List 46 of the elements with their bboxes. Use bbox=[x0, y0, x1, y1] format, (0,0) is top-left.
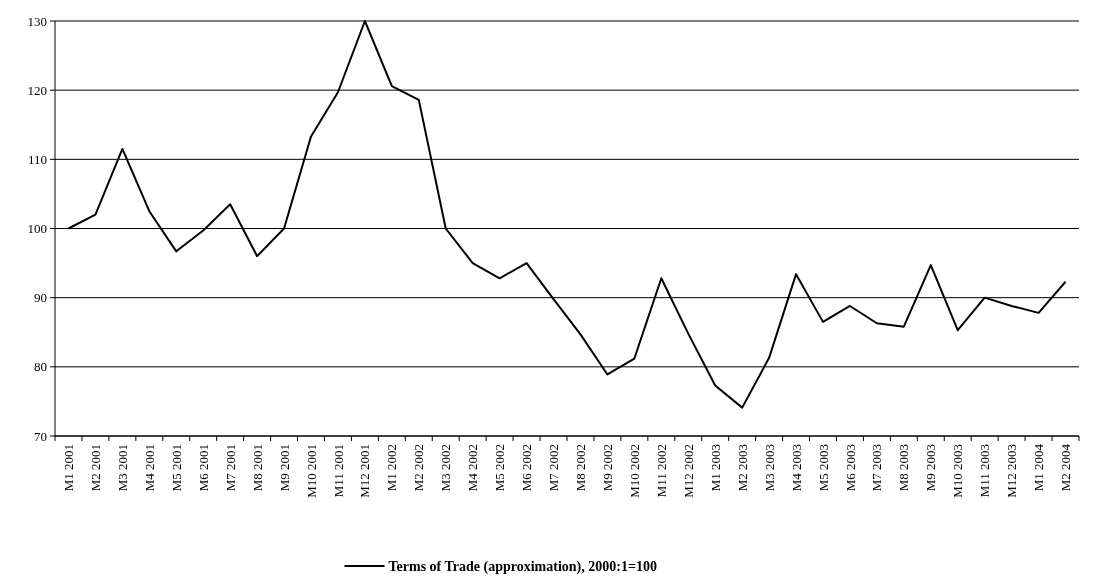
x-tick-label: M3 2001 bbox=[114, 444, 130, 492]
y-tick-label: 110 bbox=[27, 151, 47, 167]
x-tick-label: M4 2001 bbox=[141, 444, 157, 492]
x-tick-label: M10 2002 bbox=[626, 444, 642, 498]
x-tick-label: M5 2002 bbox=[492, 444, 508, 492]
y-tick-label: 70 bbox=[34, 428, 47, 444]
x-tick-label: M12 2002 bbox=[680, 444, 696, 498]
y-tick-label: 80 bbox=[34, 359, 47, 375]
x-tick-label: M5 2001 bbox=[168, 444, 184, 492]
x-tick-label: M8 2001 bbox=[249, 444, 265, 492]
x-tick-label: M7 2001 bbox=[222, 444, 238, 492]
x-tick-label: M1 2002 bbox=[384, 444, 400, 492]
x-tick-label: M8 2002 bbox=[573, 444, 589, 492]
x-tick-label: M1 2001 bbox=[61, 444, 77, 492]
x-tick-label: M2 2001 bbox=[87, 444, 103, 492]
x-tick-label: M1 2003 bbox=[707, 444, 723, 492]
x-tick-label: M2 2004 bbox=[1058, 443, 1074, 492]
legend-label: Terms of Trade (approximation), 2000:1=100 bbox=[388, 559, 657, 575]
x-tick-label: M9 2003 bbox=[923, 444, 939, 492]
y-tick-label: 100 bbox=[27, 221, 47, 237]
x-tick-label: M8 2003 bbox=[896, 444, 912, 492]
x-tick-label: M3 2002 bbox=[438, 444, 454, 492]
x-tick-label: M9 2001 bbox=[276, 444, 292, 492]
x-tick-label: M7 2002 bbox=[546, 444, 562, 492]
x-tick-label: M9 2002 bbox=[599, 444, 615, 492]
x-tick-label: M1 2004 bbox=[1031, 443, 1047, 492]
y-tick-label: 130 bbox=[27, 13, 47, 29]
y-tick-label: 90 bbox=[34, 290, 47, 306]
x-tick-label: M6 2002 bbox=[519, 444, 535, 492]
x-tick-label: M2 2002 bbox=[411, 444, 427, 492]
x-tick-label: M6 2003 bbox=[842, 444, 858, 492]
x-tick-label: M12 2003 bbox=[1004, 444, 1020, 498]
x-tick-label: M6 2001 bbox=[195, 444, 211, 492]
x-tick-label: M7 2003 bbox=[869, 444, 885, 492]
x-tick-label: M3 2003 bbox=[761, 444, 777, 492]
x-tick-label: M4 2003 bbox=[788, 444, 804, 492]
x-tick-label: M12 2001 bbox=[357, 444, 373, 498]
x-tick-label: M11 2001 bbox=[330, 444, 346, 498]
y-tick-label: 120 bbox=[27, 82, 47, 98]
x-tick-label: M11 2003 bbox=[977, 444, 993, 498]
x-tick-label: M2 2003 bbox=[734, 444, 750, 492]
x-tick-label: M10 2003 bbox=[950, 444, 966, 498]
x-tick-label: M11 2002 bbox=[653, 444, 669, 498]
x-tick-label: M10 2001 bbox=[303, 444, 319, 498]
x-tick-label: M5 2003 bbox=[815, 444, 831, 492]
x-tick-label: M4 2002 bbox=[465, 444, 481, 492]
